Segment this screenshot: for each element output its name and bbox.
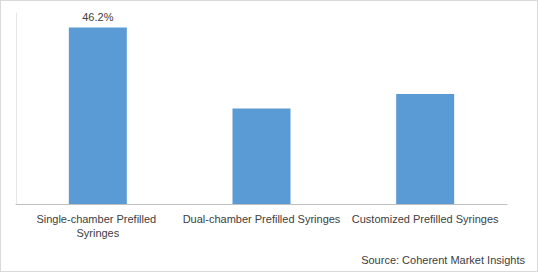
svg-text:Syringes: Syringes [76, 227, 119, 239]
svg-text:Single-chamber Prefilled: Single-chamber Prefilled [36, 213, 159, 225]
svg-text:46.2%: 46.2% [82, 11, 113, 23]
svg-text:Dual-chamber Prefilled Syringe: Dual-chamber Prefilled Syringes [183, 213, 341, 225]
svg-text:Customized Prefilled Syringes: Customized Prefilled Syringes [352, 213, 499, 225]
svg-text:Source: Coherent Market Insigh: Source: Coherent Market Insights [361, 254, 525, 266]
